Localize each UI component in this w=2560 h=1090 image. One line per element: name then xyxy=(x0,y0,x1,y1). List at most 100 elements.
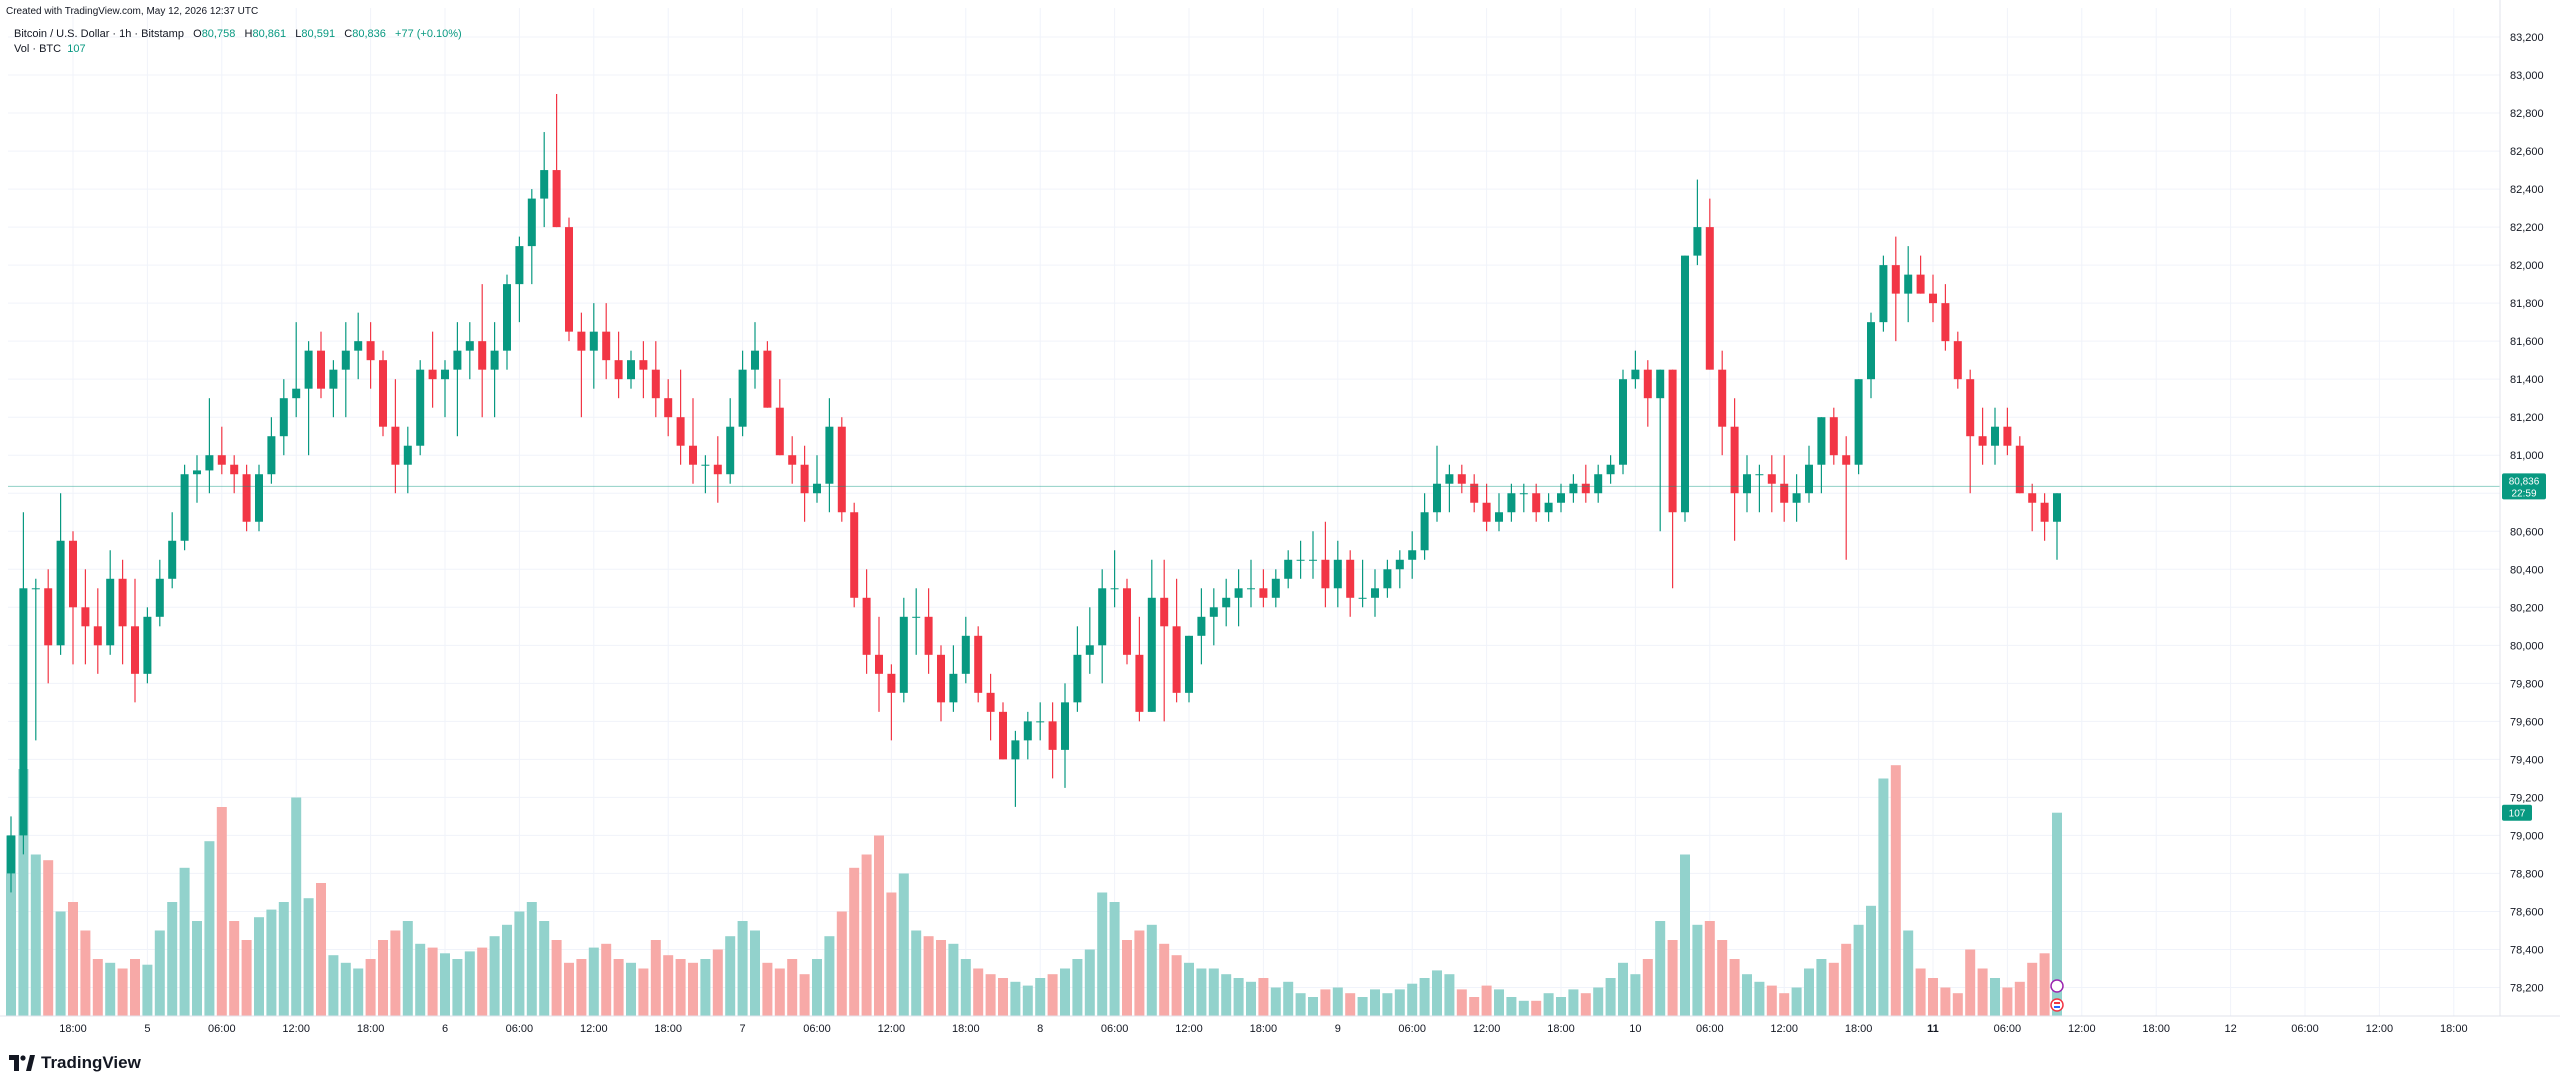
candle-body xyxy=(1693,227,1702,256)
candle-body xyxy=(565,227,573,332)
volume-bar xyxy=(1233,978,1244,1016)
volume-bar xyxy=(601,943,612,1016)
candle-body xyxy=(937,654,945,703)
candle-body xyxy=(1247,588,1255,590)
candle-body xyxy=(379,360,387,427)
candle-body xyxy=(44,588,53,646)
y-tick-label: 82,600 xyxy=(2510,146,2544,158)
x-tick-label: 8 xyxy=(1037,1023,1043,1035)
candle-body xyxy=(589,331,598,351)
candle-body xyxy=(267,436,276,475)
candle-body xyxy=(503,284,511,351)
volume-bar xyxy=(427,947,438,1016)
y-tick-label: 81,400 xyxy=(2510,374,2544,386)
volume-bar xyxy=(1382,993,1393,1016)
candle-body xyxy=(1842,455,1851,465)
y-tick-label: 78,600 xyxy=(2510,906,2544,918)
y-tick-label: 79,200 xyxy=(2510,792,2544,804)
volume-bar xyxy=(1481,985,1492,1016)
candle-body xyxy=(1532,493,1541,513)
brand-name: TradingView xyxy=(41,1053,141,1072)
volume-bar xyxy=(1270,987,1281,1016)
candle-body xyxy=(1643,369,1652,399)
symbol-name[interactable]: Bitcoin / U.S. Dollar · 1h · Bitstamp xyxy=(14,28,184,40)
volume-bar xyxy=(266,909,277,1016)
candle-body xyxy=(478,341,487,370)
price-axis[interactable]: 78,200 78,400 78,600 78,800 79,000 79,200 79,4… xyxy=(2499,0,2544,1016)
candle-body xyxy=(1147,597,1156,712)
volume-bar xyxy=(328,955,339,1016)
candle-body xyxy=(453,350,462,370)
volume-bar xyxy=(80,930,91,1016)
volume-bar xyxy=(1692,924,1703,1016)
candle-body xyxy=(366,341,375,361)
candle-body xyxy=(329,369,338,389)
x-tick-label: 06:00 xyxy=(803,1023,831,1035)
volume-bar xyxy=(725,936,736,1016)
candle-body xyxy=(1879,265,1888,323)
candle-body xyxy=(1234,588,1243,598)
volume-bar xyxy=(1407,983,1418,1016)
y-tick-label: 81,200 xyxy=(2510,412,2544,424)
candle-body xyxy=(217,455,226,465)
x-tick-label: 18:00 xyxy=(2142,1023,2170,1035)
volume-bar xyxy=(464,951,475,1016)
candle-body xyxy=(1606,464,1615,475)
x-tick-label: 12 xyxy=(2224,1023,2236,1035)
volume-bar xyxy=(167,902,178,1016)
candle-body xyxy=(1048,721,1057,750)
volume-bar xyxy=(1593,987,1604,1016)
volume-bar xyxy=(229,921,240,1016)
x-tick-label: 06:00 xyxy=(2291,1023,2319,1035)
candle-body xyxy=(527,198,536,247)
x-tick-label: 06:00 xyxy=(1101,1023,1129,1035)
y-tick-label: 78,200 xyxy=(2510,982,2544,994)
volume-bar xyxy=(1320,989,1331,1016)
candle-body xyxy=(1135,654,1144,712)
y-tick-label: 82,800 xyxy=(2510,108,2544,120)
volume-bar xyxy=(1469,997,1480,1016)
candle-body xyxy=(1730,426,1739,494)
y-tick-label: 80,200 xyxy=(2510,602,2544,614)
volume-bar xyxy=(960,959,971,1016)
change-value: +77 (+0.10%) xyxy=(395,28,462,40)
candle-body xyxy=(1098,588,1107,646)
volume-value: 107 xyxy=(67,43,86,55)
candle-body xyxy=(441,369,449,380)
tradingview-logo[interactable]: TradingView xyxy=(9,1053,141,1073)
volume-bar xyxy=(192,921,202,1016)
candle-body xyxy=(775,407,784,456)
volume-bar xyxy=(985,974,996,1016)
grid-lines xyxy=(8,8,2500,1016)
candle-body xyxy=(180,474,189,541)
y-tick-label: 82,400 xyxy=(2510,184,2544,196)
volume-bar xyxy=(712,949,723,1016)
x-tick-label: 12:00 xyxy=(2068,1023,2096,1035)
volume-bar xyxy=(1704,921,1715,1016)
event-markers[interactable] xyxy=(2050,979,2064,1012)
y-tick-label: 82,200 xyxy=(2510,222,2544,234)
candle-body xyxy=(1296,559,1305,561)
y-tick-label: 83,000 xyxy=(2510,70,2544,82)
volume-bar xyxy=(1010,981,1021,1016)
candle-body xyxy=(1358,597,1367,599)
volume-bar xyxy=(2014,981,2025,1016)
volume-bar xyxy=(1332,987,1343,1016)
volume-bar xyxy=(1680,854,1690,1016)
volume-bar xyxy=(1184,962,1194,1016)
candle-body xyxy=(1371,588,1379,598)
candle-body xyxy=(1991,426,1999,446)
volume-bar xyxy=(1109,902,1120,1016)
volume-bar xyxy=(1804,968,1814,1016)
time-axis[interactable]: 18:00 5 06:00 12:00 18:00 6 06:00 12:00 18:00 7 06… xyxy=(0,1015,2560,1035)
candle-body xyxy=(1085,645,1094,655)
candle-body xyxy=(1829,417,1838,456)
volume-bar xyxy=(1345,993,1356,1016)
candle-body xyxy=(403,445,412,465)
volume-bar xyxy=(812,959,822,1016)
candle-body xyxy=(800,464,809,494)
volume-tag xyxy=(2502,804,2532,821)
candle-body xyxy=(118,578,127,627)
low-label: L xyxy=(295,28,302,40)
